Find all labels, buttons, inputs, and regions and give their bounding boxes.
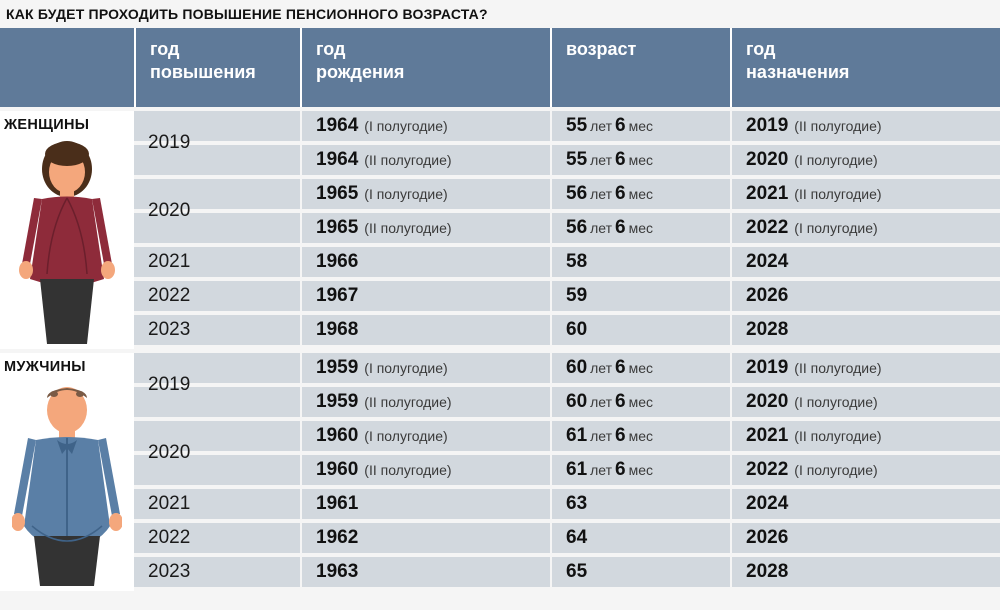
section-label: МУЖЧИНЫ — [0, 353, 134, 375]
birth-year-cell: 1965(I полугодие) — [300, 179, 550, 209]
assign-year-cell: 2022(I полугодие) — [730, 455, 1000, 485]
birth-year-cell: 1968 — [300, 315, 550, 345]
assign-year-cell: 2019(II полугодие) — [730, 111, 1000, 141]
assign-year-cell: 2024 — [730, 489, 1000, 519]
age-cell: 60лет6мес — [550, 353, 730, 383]
raise-year-cell: 2022 — [134, 281, 300, 311]
age-cell: 58 — [550, 247, 730, 277]
raise-year-cell: 2022 — [134, 523, 300, 553]
table-row: 1964(I полугодие)55лет6мес2019(II полуго… — [300, 111, 1000, 141]
age-cell: 61лет6мес — [550, 421, 730, 451]
assign-year-cell: 2028 — [730, 315, 1000, 345]
birth-year-cell: 1966 — [300, 247, 550, 277]
table-row: 1966582024 — [300, 247, 1000, 277]
assign-year-cell: 2026 — [730, 523, 1000, 553]
col-header-assign: годназначения — [730, 28, 1000, 107]
table-header: годповышения годрождения возраст годназн… — [0, 28, 1000, 107]
section-label: ЖЕНЩИНЫ — [0, 111, 134, 133]
page-title: КАК БУДЕТ ПРОХОДИТЬ ПОВЫШЕНИЕ ПЕНСИОННОГ… — [0, 0, 1000, 28]
table-row: 1967592026 — [300, 281, 1000, 311]
raise-year-cell: 2019 — [134, 111, 300, 175]
raise-year-cell: 2020 — [134, 421, 300, 485]
raise-year-cell: 2023 — [134, 315, 300, 345]
assign-year-cell: 2020(I полугодие) — [730, 145, 1000, 175]
assign-year-cell: 2026 — [730, 281, 1000, 311]
age-cell: 60 — [550, 315, 730, 345]
table-row: 1968602028 — [300, 315, 1000, 345]
col-header-raise: годповышения — [134, 28, 300, 107]
avatar — [8, 376, 126, 591]
section-man: МУЖЧИНЫ 20192020 2021 2022 2023 1959(I полуг… — [0, 353, 1000, 591]
section-woman: ЖЕНЩИНЫ 20192020 2021 2022 2023 1964(I полуг… — [0, 111, 1000, 349]
birth-year-cell: 1964(II полугодие) — [300, 145, 550, 175]
assign-year-cell: 2024 — [730, 247, 1000, 277]
age-cell: 65 — [550, 557, 730, 587]
raise-year-cell: 2021 — [134, 489, 300, 519]
age-cell: 55лет6мес — [550, 111, 730, 141]
avatar — [8, 134, 126, 349]
table-row: 1961632024 — [300, 489, 1000, 519]
birth-year-cell: 1959(I полугодие) — [300, 353, 550, 383]
raise-year-cell: 2019 — [134, 353, 300, 417]
assign-year-cell: 2021(II полугодие) — [730, 179, 1000, 209]
age-cell: 61лет6мес — [550, 455, 730, 485]
col-header-age: возраст — [550, 28, 730, 107]
birth-year-cell: 1962 — [300, 523, 550, 553]
table-row: 1960(II полугодие)61лет6мес2022(I полуго… — [300, 455, 1000, 485]
table-row: 1960(I полугодие)61лет6мес2021(II полуго… — [300, 421, 1000, 451]
birth-year-cell: 1959(II полугодие) — [300, 387, 550, 417]
assign-year-cell: 2021(II полугодие) — [730, 421, 1000, 451]
table-row: 1963652028 — [300, 557, 1000, 587]
raise-year-cell: 2020 — [134, 179, 300, 243]
birth-year-cell: 1960(II полугодие) — [300, 455, 550, 485]
table-row: 1964(II полугодие)55лет6мес2020(I полуго… — [300, 145, 1000, 175]
assign-year-cell: 2028 — [730, 557, 1000, 587]
assign-year-cell: 2020(I полугодие) — [730, 387, 1000, 417]
table-row: 1965(II полугодие)56лет6мес2022(I полуго… — [300, 213, 1000, 243]
birth-year-cell: 1960(I полугодие) — [300, 421, 550, 451]
col-header-birth: годрождения — [300, 28, 550, 107]
assign-year-cell: 2019(II полугодие) — [730, 353, 1000, 383]
age-cell: 63 — [550, 489, 730, 519]
age-cell: 60лет6мес — [550, 387, 730, 417]
raise-year-cell: 2021 — [134, 247, 300, 277]
birth-year-cell: 1961 — [300, 489, 550, 519]
table-row: 1965(I полугодие)56лет6мес2021(II полуго… — [300, 179, 1000, 209]
assign-year-cell: 2022(I полугодие) — [730, 213, 1000, 243]
age-cell: 56лет6мес — [550, 213, 730, 243]
raise-year-cell: 2023 — [134, 557, 300, 587]
age-cell: 56лет6мес — [550, 179, 730, 209]
age-cell: 59 — [550, 281, 730, 311]
birth-year-cell: 1967 — [300, 281, 550, 311]
table-row: 1962642026 — [300, 523, 1000, 553]
birth-year-cell: 1965(II полугодие) — [300, 213, 550, 243]
table-row: 1959(I полугодие)60лет6мес2019(II полуго… — [300, 353, 1000, 383]
birth-year-cell: 1964(I полугодие) — [300, 111, 550, 141]
age-cell: 64 — [550, 523, 730, 553]
table-row: 1959(II полугодие)60лет6мес2020(I полуго… — [300, 387, 1000, 417]
col-header-blank — [0, 28, 134, 107]
woman-icon — [12, 134, 122, 344]
birth-year-cell: 1963 — [300, 557, 550, 587]
man-icon — [12, 376, 122, 586]
age-cell: 55лет6мес — [550, 145, 730, 175]
